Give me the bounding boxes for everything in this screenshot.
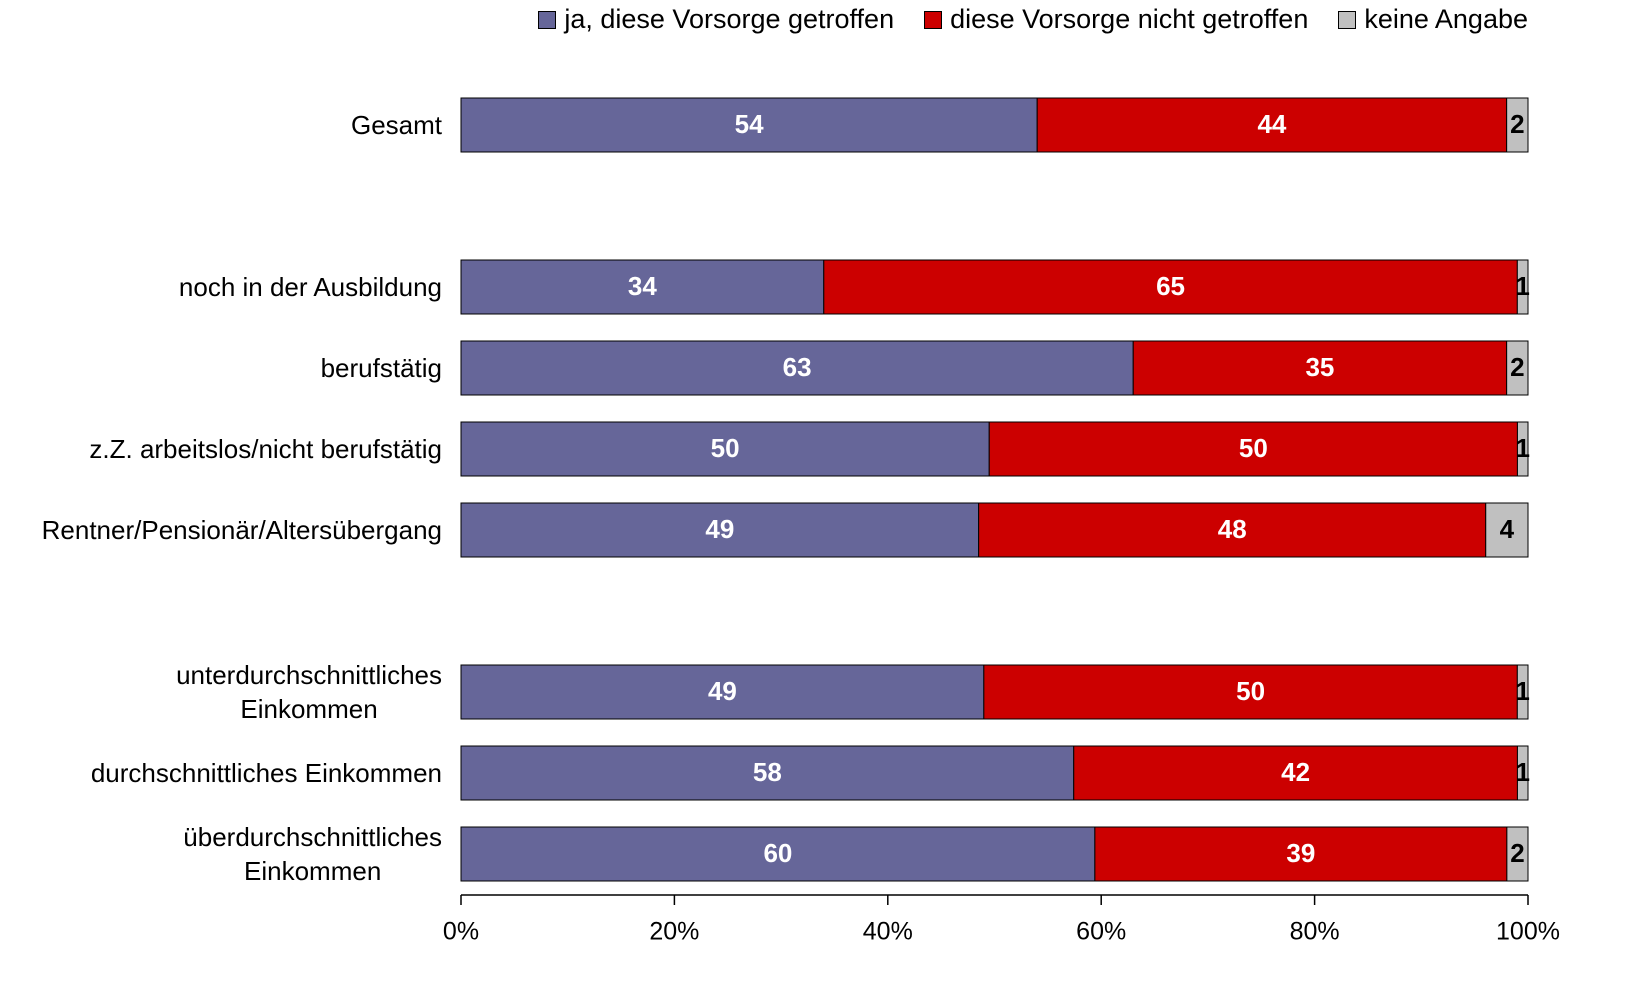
value-label: 50	[1236, 676, 1265, 706]
value-label: 44	[1257, 109, 1286, 139]
value-label: 42	[1281, 757, 1310, 787]
legend-label: ja, diese Vorsorge getroffen	[564, 4, 895, 34]
legend-swatch	[1338, 10, 1357, 29]
value-label: 54	[735, 109, 764, 139]
legend-item: diese Vorsorge nicht getroffen	[924, 4, 1308, 35]
legend: ja, diese Vorsorge getroffen diese Vorsor…	[538, 4, 1528, 35]
category-label: Gesamt	[350, 110, 442, 140]
category-label: durchschnittliches Einkommen	[90, 758, 442, 788]
bar-segment	[460, 259, 825, 315]
value-label: 2	[1510, 352, 1524, 382]
value-label: 1	[1515, 757, 1529, 787]
bar-segment	[988, 421, 1518, 477]
value-label: 48	[1218, 514, 1247, 544]
category-label: unterdurchschnittliches Einkommen	[176, 660, 442, 724]
value-label: 39	[1286, 838, 1315, 868]
bar-segment	[1036, 97, 1508, 153]
x-tick-label: 100%	[1496, 918, 1560, 946]
bar-segment	[1516, 421, 1529, 477]
bar-segment	[1516, 664, 1529, 720]
value-label: 1	[1515, 433, 1529, 463]
bar-segment	[1506, 340, 1529, 396]
bar-segment	[460, 340, 1134, 396]
bar-segment	[1506, 826, 1529, 882]
value-label: 50	[711, 433, 740, 463]
value-label: 63	[783, 352, 812, 382]
value-label: 34	[628, 271, 657, 301]
category-label: z.Z. arbeitslos/nicht berufstätig	[89, 434, 442, 464]
value-label: 2	[1510, 838, 1524, 868]
x-tick-label: 0%	[443, 918, 479, 946]
x-tick-label: 60%	[1076, 918, 1126, 946]
bar-segment	[1132, 340, 1508, 396]
bar-segment	[460, 826, 1096, 882]
value-label: 50	[1239, 433, 1268, 463]
value-label: 60	[763, 838, 792, 868]
bar-segment	[460, 421, 990, 477]
bar-segment	[823, 259, 1518, 315]
bar-segment	[460, 97, 1038, 153]
bar-segment	[1506, 97, 1529, 153]
legend-swatch	[538, 10, 557, 29]
x-tick-label: 80%	[1290, 918, 1340, 946]
bar-segment	[978, 502, 1487, 558]
category-label: berufstätig	[320, 353, 442, 383]
bar-segment	[460, 664, 985, 720]
value-label: 4	[1500, 514, 1515, 544]
value-label: 1	[1515, 676, 1529, 706]
bar-segment	[1516, 259, 1529, 315]
category-label: noch in der Ausbildung	[178, 272, 442, 302]
value-label: 2	[1510, 109, 1524, 139]
value-label: 58	[753, 757, 782, 787]
legend-swatch	[924, 10, 943, 29]
legend-item: ja, diese Vorsorge getroffen	[538, 4, 894, 35]
category-label: überdurchschnittliches Einkommen	[183, 822, 442, 886]
value-label: 49	[708, 676, 737, 706]
x-tick-label: 20%	[649, 918, 699, 946]
legend-label: diese Vorsorge nicht getroffen	[950, 4, 1309, 34]
bar-segment	[1485, 502, 1529, 558]
value-label: 1	[1515, 271, 1529, 301]
x-tick-label: 40%	[863, 918, 913, 946]
bar-segment	[983, 664, 1518, 720]
value-label: 49	[705, 514, 734, 544]
bar-segment	[1073, 745, 1518, 801]
bar-segment	[1094, 826, 1508, 882]
legend-item: keine Angabe	[1338, 4, 1528, 35]
value-label: 65	[1156, 271, 1185, 301]
legend-label: keine Angabe	[1364, 4, 1528, 34]
category-label: Rentner/Pensionär/Altersübergang	[41, 515, 442, 545]
bar-segment	[460, 745, 1075, 801]
value-label: 35	[1305, 352, 1334, 382]
bar-segment	[1516, 745, 1529, 801]
